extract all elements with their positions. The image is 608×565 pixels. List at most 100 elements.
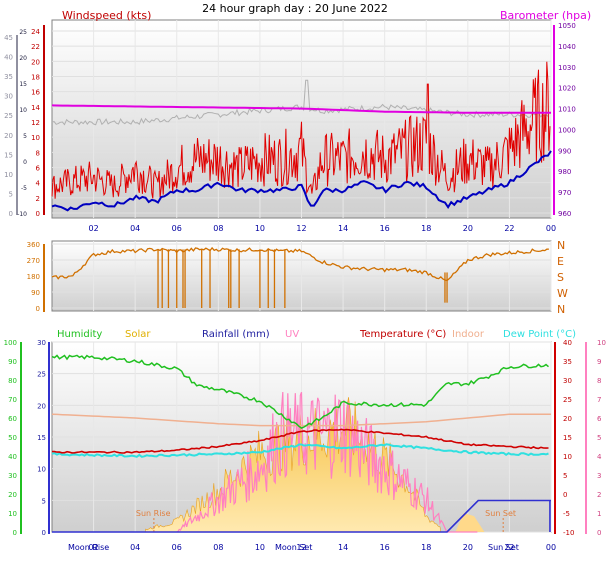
y-tick-wind: 20 — [31, 58, 40, 66]
legend-item: Humidity — [57, 329, 102, 340]
y-tick-uv: 2 — [597, 491, 601, 499]
x-tick: 12 — [296, 543, 306, 552]
y-tick-direction: 0 — [36, 305, 40, 313]
y-tick-wind: 16 — [31, 89, 40, 97]
y-tick-temperature: -5 — [563, 510, 570, 518]
y-tick-rain: 5 — [42, 497, 46, 505]
y-tick-gust: -5 — [21, 185, 27, 192]
series-dew-point — [51, 443, 549, 458]
y-tick-wind: 4 — [36, 180, 41, 188]
series-rainfall — [52, 499, 551, 533]
y-tick-rain: 10 — [37, 466, 46, 474]
series-solar-late — [455, 513, 485, 532]
legend-item: Dew Point (°C) — [503, 329, 576, 340]
series-humidity — [51, 354, 549, 429]
annotation-label: Moon Set — [275, 543, 312, 552]
series-wind-direction — [51, 246, 549, 282]
x-tick: 16 — [380, 224, 390, 233]
y-tick-wind: 8 — [36, 149, 40, 157]
y-tick-gust: 25 — [19, 29, 27, 36]
y-tick-baro: 980 — [558, 168, 571, 176]
series-gust-average — [51, 150, 552, 212]
compass-label: E — [557, 255, 564, 268]
y-tick-outer: 25 — [4, 112, 13, 120]
y-tick-wind: 18 — [31, 74, 40, 82]
x-tick: 08 — [213, 543, 223, 552]
y-tick-temperature: 5 — [563, 472, 567, 480]
y-tick-temperature: 30 — [563, 377, 572, 385]
y-tick-humidity: 0 — [13, 529, 17, 537]
x-tick: 04 — [130, 543, 140, 552]
x-tick: 22 — [504, 224, 514, 233]
y-tick-gust: 15 — [19, 81, 27, 88]
y-tick-humidity: 50 — [8, 434, 17, 442]
y-tick-baro: 970 — [558, 189, 571, 197]
x-tick: 20 — [463, 224, 473, 233]
y-tick-outer: 5 — [9, 190, 13, 198]
y-tick-wind: 24 — [31, 28, 40, 36]
y-tick-gust: -10 — [17, 211, 27, 218]
y-tick-direction: 270 — [27, 257, 40, 265]
legend-item: UV — [285, 329, 299, 340]
y-tick-baro: 1010 — [558, 106, 576, 114]
y-tick-outer: 20 — [4, 132, 13, 140]
y-tick-humidity: 30 — [8, 472, 17, 480]
y-tick-outer: 35 — [4, 73, 13, 81]
y-tick-wind: 6 — [36, 165, 41, 173]
x-tick: 00 — [546, 224, 556, 233]
x-tick: 22 — [504, 543, 514, 552]
y-tick-baro: 1030 — [558, 64, 576, 72]
y-tick-rain: 25 — [37, 371, 46, 379]
x-tick: 00 — [546, 543, 556, 552]
y-tick-direction: 360 — [27, 241, 40, 249]
series-barometer — [51, 104, 551, 114]
y-tick-humidity: 90 — [8, 358, 17, 366]
compass-label: N — [557, 239, 565, 252]
legend-item: Rainfall (mm) — [202, 329, 270, 340]
y-tick-temperature: 10 — [563, 453, 572, 461]
y-tick-gust: 5 — [23, 133, 27, 140]
y-tick-uv: 9 — [597, 358, 601, 366]
y-tick-outer: 10 — [4, 171, 13, 179]
y-tick-baro: 960 — [558, 210, 571, 218]
legend-item: Solar — [125, 329, 151, 340]
y-tick-rain: 0 — [42, 529, 46, 537]
y-tick-wind: 0 — [36, 210, 40, 218]
y-tick-temperature: 40 — [563, 339, 572, 347]
series-indoor — [51, 413, 551, 427]
y-tick-temperature: 25 — [563, 396, 572, 404]
y-tick-humidity: 10 — [8, 510, 17, 518]
y-tick-uv: 7 — [597, 396, 601, 404]
y-tick-rain: 20 — [37, 402, 46, 410]
y-tick-uv: 1 — [597, 510, 601, 518]
annotation-label: Moon Rise — [68, 543, 109, 552]
annotation-label: Sun Set — [488, 543, 519, 552]
x-tick: 06 — [172, 224, 182, 233]
y-tick-uv: 6 — [597, 415, 602, 423]
y-tick-outer: 0 — [9, 210, 13, 218]
y-tick-baro: 1050 — [558, 22, 576, 30]
y-tick-temperature: 20 — [563, 415, 572, 423]
y-tick-baro: 1020 — [558, 85, 576, 93]
x-tick: 18 — [421, 543, 431, 552]
x-tick: 02 — [88, 543, 98, 552]
legend-item: Temperature (°C) — [359, 329, 446, 340]
y-tick-direction: 180 — [27, 273, 40, 281]
y-tick-temperature: 0 — [563, 491, 567, 499]
y-tick-temperature: -10 — [563, 529, 574, 537]
y-tick-humidity: 100 — [4, 339, 17, 347]
x-tick: 12 — [296, 224, 306, 233]
y-tick-uv: 0 — [597, 529, 601, 537]
y-tick-outer: 45 — [4, 34, 13, 42]
x-tick: 18 — [421, 224, 431, 233]
y-tick-outer: 30 — [4, 93, 13, 101]
legend-item: Indoor — [452, 329, 485, 340]
y-tick-humidity: 40 — [8, 453, 17, 461]
y-tick-direction: 90 — [31, 289, 40, 297]
x-tick: 02 — [88, 224, 98, 233]
y-tick-rain: 30 — [37, 339, 46, 347]
y-tick-wind: 10 — [31, 134, 40, 142]
y-tick-outer: 15 — [4, 151, 13, 159]
series-temperature — [51, 428, 549, 454]
